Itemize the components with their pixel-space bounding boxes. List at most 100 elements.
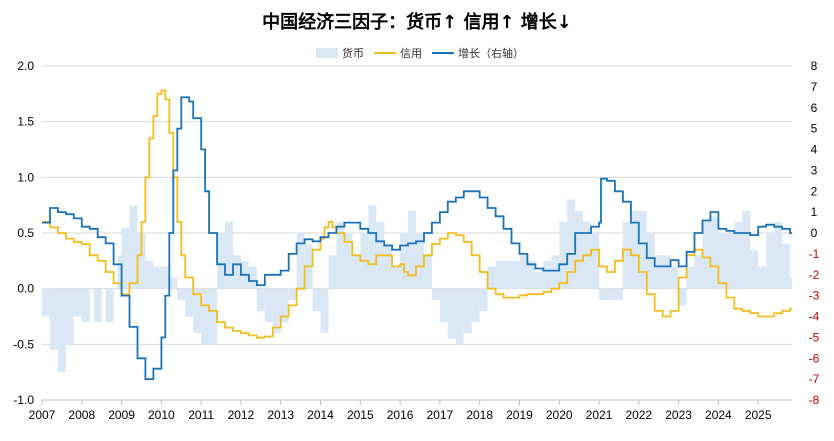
money-bar: [248, 266, 257, 289]
x-tick-label: 2017: [427, 408, 454, 422]
money-bar: [750, 249, 759, 289]
money-bar: [551, 255, 560, 289]
money-bar: [511, 260, 520, 289]
money-bar: [678, 288, 687, 306]
legend-swatch-money: [316, 48, 338, 58]
money-bar: [766, 233, 775, 289]
money-bar: [416, 233, 424, 289]
money-bar: [42, 288, 50, 317]
money-bar: [710, 216, 719, 289]
x-tick-label: 2024: [705, 408, 732, 422]
money-bar: [718, 233, 727, 289]
money-bar: [384, 244, 393, 289]
money-bar: [559, 221, 568, 289]
y-right-tick-label: 8: [811, 59, 818, 73]
y-right-tick-label: 0: [811, 226, 818, 240]
legend: 货币 信用 增长（右轴）: [316, 46, 524, 60]
y-right-tick-label: 7: [811, 80, 818, 94]
y-right-tick-label: -6: [809, 351, 820, 365]
money-bar: [288, 288, 297, 300]
money-bar: [153, 266, 162, 289]
money-bar: [535, 271, 544, 289]
money-bar: [169, 277, 178, 289]
money-bar: [622, 221, 631, 289]
money-bar: [614, 288, 623, 300]
y-left-tick-label: 1.5: [17, 115, 34, 129]
money-bar: [73, 288, 82, 317]
y-right-tick-label: -4: [809, 310, 820, 324]
y-right-tick-label: 5: [811, 122, 818, 136]
money-bar: [408, 210, 417, 289]
money-bar: [447, 288, 456, 339]
y-right-tick-label: -3: [809, 289, 820, 303]
money-bar: [463, 288, 472, 334]
y-right-tick-label: -5: [809, 330, 820, 344]
money-bar: [638, 210, 647, 289]
money-bar: [145, 260, 154, 289]
x-tick-label: 2013: [267, 408, 294, 422]
money-bar: [527, 260, 536, 289]
money-bar: [280, 288, 289, 323]
money-bar: [352, 255, 361, 289]
x-tick-label: 2019: [506, 408, 533, 422]
money-bar: [368, 205, 377, 289]
money-bar: [296, 233, 305, 289]
legend-label: 信用: [400, 47, 422, 60]
money-bar: [471, 288, 480, 323]
y-right-tick-label: -7: [809, 372, 820, 386]
y-right-tick-label: 6: [811, 101, 818, 115]
money-bar: [423, 255, 432, 289]
money-bar: [606, 288, 615, 300]
money-bar: [503, 260, 512, 289]
money-bar: [439, 288, 448, 323]
money-bar: [121, 227, 130, 289]
money-bar: [256, 288, 265, 311]
money-bar: [336, 221, 345, 289]
x-tick-label: 2008: [68, 408, 95, 422]
money-bar: [591, 233, 600, 289]
money-bar: [129, 205, 138, 289]
y-left-tick-label: -1.0: [13, 393, 34, 407]
y-right-tick-label: 3: [811, 163, 818, 177]
money-bar: [790, 277, 792, 289]
money-bar: [630, 210, 639, 289]
y-left-tick-label: -0.5: [13, 337, 34, 351]
money-bar: [161, 266, 170, 289]
money-bar: [105, 288, 114, 323]
money-bar: [495, 260, 504, 289]
y-right-tick-label: 2: [811, 184, 818, 198]
money-bar: [599, 288, 607, 300]
money-bar: [320, 288, 329, 334]
money-bar: [193, 288, 202, 334]
money-bar: [455, 288, 464, 345]
money-bar: [702, 221, 711, 289]
y-right-tick-label: 4: [811, 143, 818, 157]
money-bar: [575, 210, 584, 289]
x-tick-label: 2022: [625, 408, 652, 422]
x-tick-label: 2016: [387, 408, 414, 422]
money-bar: [232, 255, 241, 289]
money-bar: [543, 260, 552, 289]
money-bar: [734, 221, 743, 289]
growth-line: [42, 96, 792, 380]
money-bar: [662, 255, 671, 289]
money-bar: [400, 233, 409, 289]
money-bar: [65, 288, 74, 345]
money-bar: [344, 233, 353, 289]
y-right-tick-label: -8: [809, 393, 820, 407]
y-left-tick-label: 1.0: [17, 170, 34, 184]
x-tick-label: 2010: [148, 408, 175, 422]
money-bar: [57, 288, 66, 373]
money-bar: [264, 288, 273, 323]
x-tick-label: 2011: [188, 408, 214, 422]
money-bar: [654, 255, 663, 289]
money-bar: [694, 255, 703, 289]
money-bar: [93, 288, 102, 323]
money-bar: [81, 288, 90, 323]
money-bar: [225, 221, 233, 289]
money-bar: [137, 233, 146, 289]
money-bar: [742, 210, 751, 289]
y-right-tick-label: -2: [809, 268, 820, 282]
